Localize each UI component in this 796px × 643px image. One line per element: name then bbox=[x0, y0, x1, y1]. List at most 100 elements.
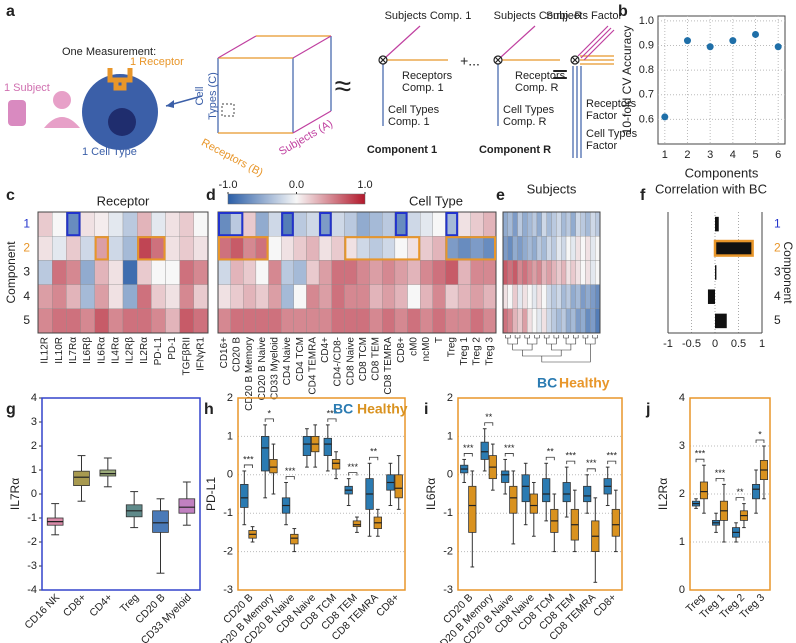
panel-label: g bbox=[6, 401, 16, 418]
heatmap-frame bbox=[502, 211, 601, 334]
heat-cell bbox=[565, 260, 572, 285]
heat-cell bbox=[585, 211, 591, 237]
heat-cell bbox=[94, 211, 109, 237]
heat-cell bbox=[517, 284, 523, 309]
heat-cell bbox=[595, 260, 601, 285]
heat-cell bbox=[137, 260, 152, 285]
group-label: BC bbox=[537, 375, 557, 391]
y-tick-label: 3 bbox=[679, 440, 685, 452]
heat-cell bbox=[551, 236, 557, 261]
heat-cell bbox=[318, 308, 332, 334]
heat-cell bbox=[108, 236, 124, 261]
highlight-box bbox=[445, 236, 497, 261]
legend-label: BC bbox=[333, 401, 353, 417]
heat-cell bbox=[585, 260, 591, 285]
heat-cell bbox=[356, 236, 370, 261]
heat-cell bbox=[122, 260, 138, 285]
receptor-icon bbox=[107, 68, 133, 91]
heat-cell bbox=[331, 236, 345, 261]
heat-cell bbox=[94, 236, 109, 261]
heat-cell bbox=[561, 211, 567, 237]
plot-frame bbox=[41, 397, 201, 591]
diagram-text: Cell Types bbox=[586, 128, 638, 140]
heat-cell bbox=[527, 260, 533, 285]
heat-cell bbox=[243, 211, 257, 237]
highlight-box bbox=[445, 212, 459, 237]
y-tick-label: -1 bbox=[27, 512, 37, 524]
highlight-box bbox=[137, 236, 166, 261]
heat-cell bbox=[80, 308, 95, 334]
dendrogram bbox=[563, 335, 569, 339]
heat-cell bbox=[137, 284, 152, 309]
heat-cell bbox=[179, 308, 194, 334]
heat-cell bbox=[580, 284, 586, 309]
y-tick-label: 2 bbox=[31, 440, 37, 452]
diagram-text: Comp. R bbox=[515, 82, 558, 94]
heat-cell bbox=[531, 260, 538, 285]
chart-title: Subjects bbox=[527, 181, 577, 196]
heat-cell bbox=[527, 236, 533, 261]
heat-cell bbox=[590, 236, 596, 261]
axis-text: Cell bbox=[194, 87, 206, 106]
heat-cell bbox=[306, 236, 320, 261]
heat-cell bbox=[268, 260, 282, 285]
heat-cell bbox=[37, 260, 53, 285]
heat-cell bbox=[512, 260, 518, 285]
heat-cell bbox=[344, 260, 358, 285]
x-tick-label: 2 bbox=[684, 149, 690, 161]
column-label: ncM0 bbox=[421, 337, 432, 362]
heat-cell bbox=[531, 284, 538, 309]
dendrogram bbox=[546, 338, 557, 345]
y-tick-label: 4 bbox=[679, 392, 685, 404]
heat-cell bbox=[420, 308, 433, 334]
heat-cell bbox=[457, 308, 471, 334]
heat-cell bbox=[108, 260, 124, 285]
heat-cell bbox=[255, 284, 269, 309]
heat-cell bbox=[382, 236, 396, 261]
heat-cell bbox=[179, 284, 194, 309]
bag-icon bbox=[8, 100, 26, 126]
heat-cell bbox=[546, 211, 552, 237]
y-tick-label: 0.7 bbox=[639, 89, 654, 101]
heat-cell bbox=[522, 260, 528, 285]
heat-cell bbox=[527, 284, 533, 309]
factors bbox=[570, 25, 615, 158]
significance-bracket bbox=[264, 418, 274, 422]
heat-cell bbox=[407, 260, 421, 285]
heat-cell bbox=[165, 211, 180, 237]
plot-frame bbox=[237, 397, 406, 591]
heat-cell bbox=[369, 260, 383, 285]
bar bbox=[713, 239, 754, 257]
axis-text: Subjects (A) bbox=[277, 118, 335, 158]
column-label: IL4Rα bbox=[111, 337, 122, 364]
heat-cell bbox=[193, 236, 209, 261]
x-tick-label: 5 bbox=[752, 149, 758, 161]
dendrogram bbox=[541, 344, 591, 363]
heat-cell bbox=[556, 236, 562, 261]
diagram-text: 1 Subject bbox=[4, 82, 50, 94]
box bbox=[611, 508, 620, 537]
point bbox=[683, 37, 691, 45]
heat-cell bbox=[483, 211, 497, 237]
column-label: Treg 2 bbox=[472, 337, 483, 366]
bar bbox=[707, 289, 715, 304]
heat-cell bbox=[551, 284, 557, 309]
heat-cell bbox=[585, 284, 591, 309]
heat-cell bbox=[457, 211, 471, 237]
heat-cell bbox=[268, 284, 282, 309]
heat-cell bbox=[306, 211, 320, 237]
box bbox=[73, 470, 90, 487]
heat-cell bbox=[527, 308, 533, 334]
heat-cell bbox=[570, 236, 576, 261]
diagram-text: Cell Types bbox=[388, 104, 440, 116]
heat-cell bbox=[281, 236, 294, 261]
heat-cell bbox=[281, 260, 294, 285]
heat-cell bbox=[432, 236, 446, 261]
heat-cell bbox=[179, 260, 194, 285]
heat-cell bbox=[331, 284, 345, 309]
heat-cell bbox=[52, 260, 67, 285]
heat-cell bbox=[575, 260, 581, 285]
heat-cell bbox=[306, 260, 320, 285]
heat-cell bbox=[151, 308, 166, 334]
